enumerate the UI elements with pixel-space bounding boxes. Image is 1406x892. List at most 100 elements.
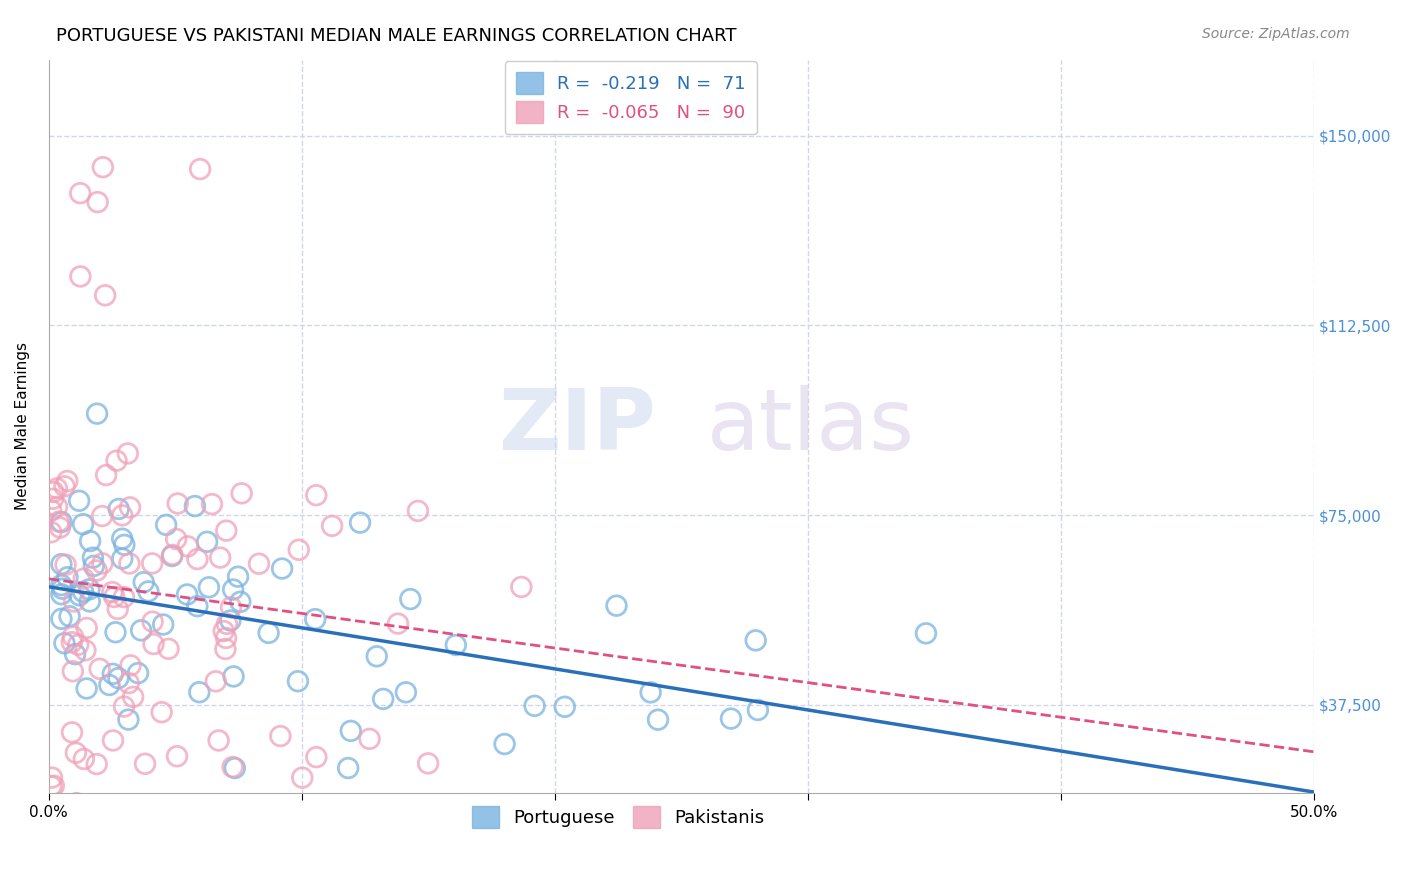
- Point: [53, 636, 76, 650]
- Point: [60, 635, 83, 649]
- Point: [94, 468, 117, 483]
- Point: [222, 582, 245, 597]
- Point: [129, 624, 152, 638]
- Point: [67, 638, 90, 652]
- Point: [221, 760, 243, 774]
- Point: [51, 582, 73, 596]
- Point: [51, 612, 73, 626]
- Point: [42, 485, 65, 500]
- Point: [349, 516, 371, 530]
- Legend: Portuguese, Pakistanis: Portuguese, Pakistanis: [464, 799, 772, 836]
- Point: [42, 779, 65, 793]
- Point: [83, 558, 105, 573]
- Point: [51, 578, 73, 592]
- Point: [73, 752, 96, 766]
- Point: [257, 626, 280, 640]
- Point: [166, 749, 188, 764]
- Point: [134, 756, 156, 771]
- Point: [122, 690, 145, 704]
- Point: [222, 669, 245, 683]
- Point: [359, 731, 381, 746]
- Point: [69, 186, 91, 201]
- Text: PORTUGUESE VS PAKISTANI MEDIAN MALE EARNINGS CORRELATION CHART: PORTUGUESE VS PAKISTANI MEDIAN MALE EARN…: [56, 27, 737, 45]
- Point: [150, 705, 173, 719]
- Point: [41, 771, 63, 785]
- Point: [271, 561, 294, 575]
- Point: [72, 585, 94, 599]
- Point: [107, 502, 129, 516]
- Point: [209, 550, 232, 565]
- Point: [165, 532, 187, 546]
- Point: [132, 575, 155, 590]
- Point: [231, 486, 253, 500]
- Point: [118, 557, 141, 571]
- Point: [101, 585, 124, 599]
- Point: [366, 649, 388, 664]
- Point: [55, 558, 77, 572]
- Point: [215, 524, 238, 538]
- Point: [186, 552, 208, 566]
- Point: [647, 713, 669, 727]
- Point: [42, 491, 65, 506]
- Point: [91, 160, 114, 174]
- Point: [416, 756, 439, 771]
- Text: atlas: atlas: [707, 385, 914, 468]
- Point: [720, 712, 742, 726]
- Point: [111, 551, 134, 566]
- Point: [101, 666, 124, 681]
- Point: [118, 676, 141, 690]
- Point: [104, 625, 127, 640]
- Point: [69, 269, 91, 284]
- Point: [91, 557, 114, 571]
- Point: [207, 733, 229, 747]
- Point: [176, 587, 198, 601]
- Point: [86, 195, 108, 210]
- Point: [155, 517, 177, 532]
- Point: [107, 671, 129, 685]
- Point: [142, 637, 165, 651]
- Point: [399, 592, 422, 607]
- Point: [105, 453, 128, 467]
- Point: [58, 609, 80, 624]
- Point: [747, 703, 769, 717]
- Point: [63, 594, 86, 608]
- Point: [69, 588, 91, 602]
- Point: [39, 503, 62, 517]
- Point: [339, 723, 361, 738]
- Point: [98, 678, 121, 692]
- Point: [107, 602, 129, 616]
- Point: [226, 570, 249, 584]
- Point: [494, 737, 516, 751]
- Point: [120, 500, 142, 515]
- Point: [45, 482, 67, 496]
- Point: [198, 580, 221, 594]
- Point: [86, 757, 108, 772]
- Point: [640, 685, 662, 699]
- Y-axis label: Median Male Earnings: Median Male Earnings: [15, 343, 30, 510]
- Point: [321, 519, 343, 533]
- Point: [101, 733, 124, 747]
- Point: [65, 746, 87, 760]
- Point: [152, 617, 174, 632]
- Point: [166, 496, 188, 510]
- Point: [49, 520, 72, 534]
- Point: [91, 509, 114, 524]
- Point: [212, 624, 235, 638]
- Point: [112, 699, 135, 714]
- Point: [605, 599, 627, 613]
- Point: [188, 162, 211, 177]
- Point: [142, 615, 165, 629]
- Point: [75, 643, 97, 657]
- Point: [287, 674, 309, 689]
- Point: [79, 534, 101, 549]
- Point: [215, 616, 238, 631]
- Point: [204, 674, 226, 689]
- Point: [201, 497, 224, 511]
- Point: [89, 662, 111, 676]
- Point: [56, 474, 79, 488]
- Point: [160, 549, 183, 563]
- Point: [444, 638, 467, 652]
- Point: [186, 599, 208, 614]
- Point: [127, 666, 149, 681]
- Point: [112, 590, 135, 604]
